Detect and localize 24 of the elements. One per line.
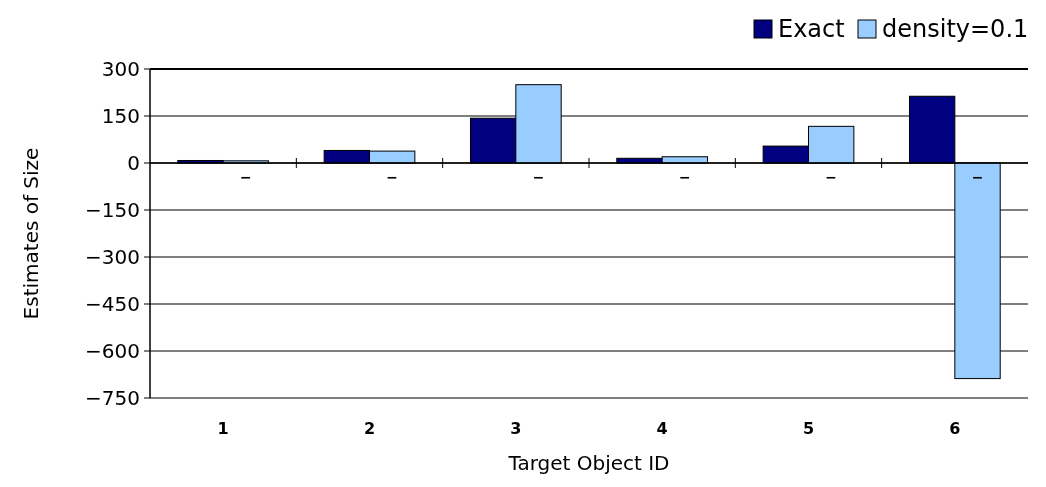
x-axis-title: Target Object ID	[507, 451, 670, 475]
annotation: −	[239, 168, 252, 185]
y-tick-label: −600	[85, 339, 140, 363]
y-axis-title: Estimates of Size	[19, 147, 43, 320]
y-tick-label: 150	[101, 104, 140, 128]
x-tick-label: 1	[217, 419, 229, 438]
y-tick-label: 0	[127, 151, 140, 175]
y-tick-label: 300	[101, 57, 140, 81]
annotation: −	[678, 168, 691, 185]
legend-label: Exact	[778, 15, 845, 44]
annotation: −	[386, 168, 399, 185]
x-tick-label: 4	[656, 419, 668, 438]
y-tick-label: −300	[85, 245, 140, 269]
annotation: −	[532, 168, 545, 185]
x-tick-label: 5	[802, 419, 815, 438]
x-tick-label: 2	[363, 419, 376, 438]
annotation: −	[971, 168, 984, 185]
y-tick-label: −450	[85, 292, 140, 316]
annotation: −	[825, 168, 838, 185]
y-tick-label: −750	[85, 386, 140, 410]
x-tick-label: 6	[949, 419, 961, 438]
legend-label: density=0.1	[882, 15, 1029, 44]
y-tick-label: −150	[85, 198, 140, 222]
x-tick-label: 3	[510, 419, 522, 438]
